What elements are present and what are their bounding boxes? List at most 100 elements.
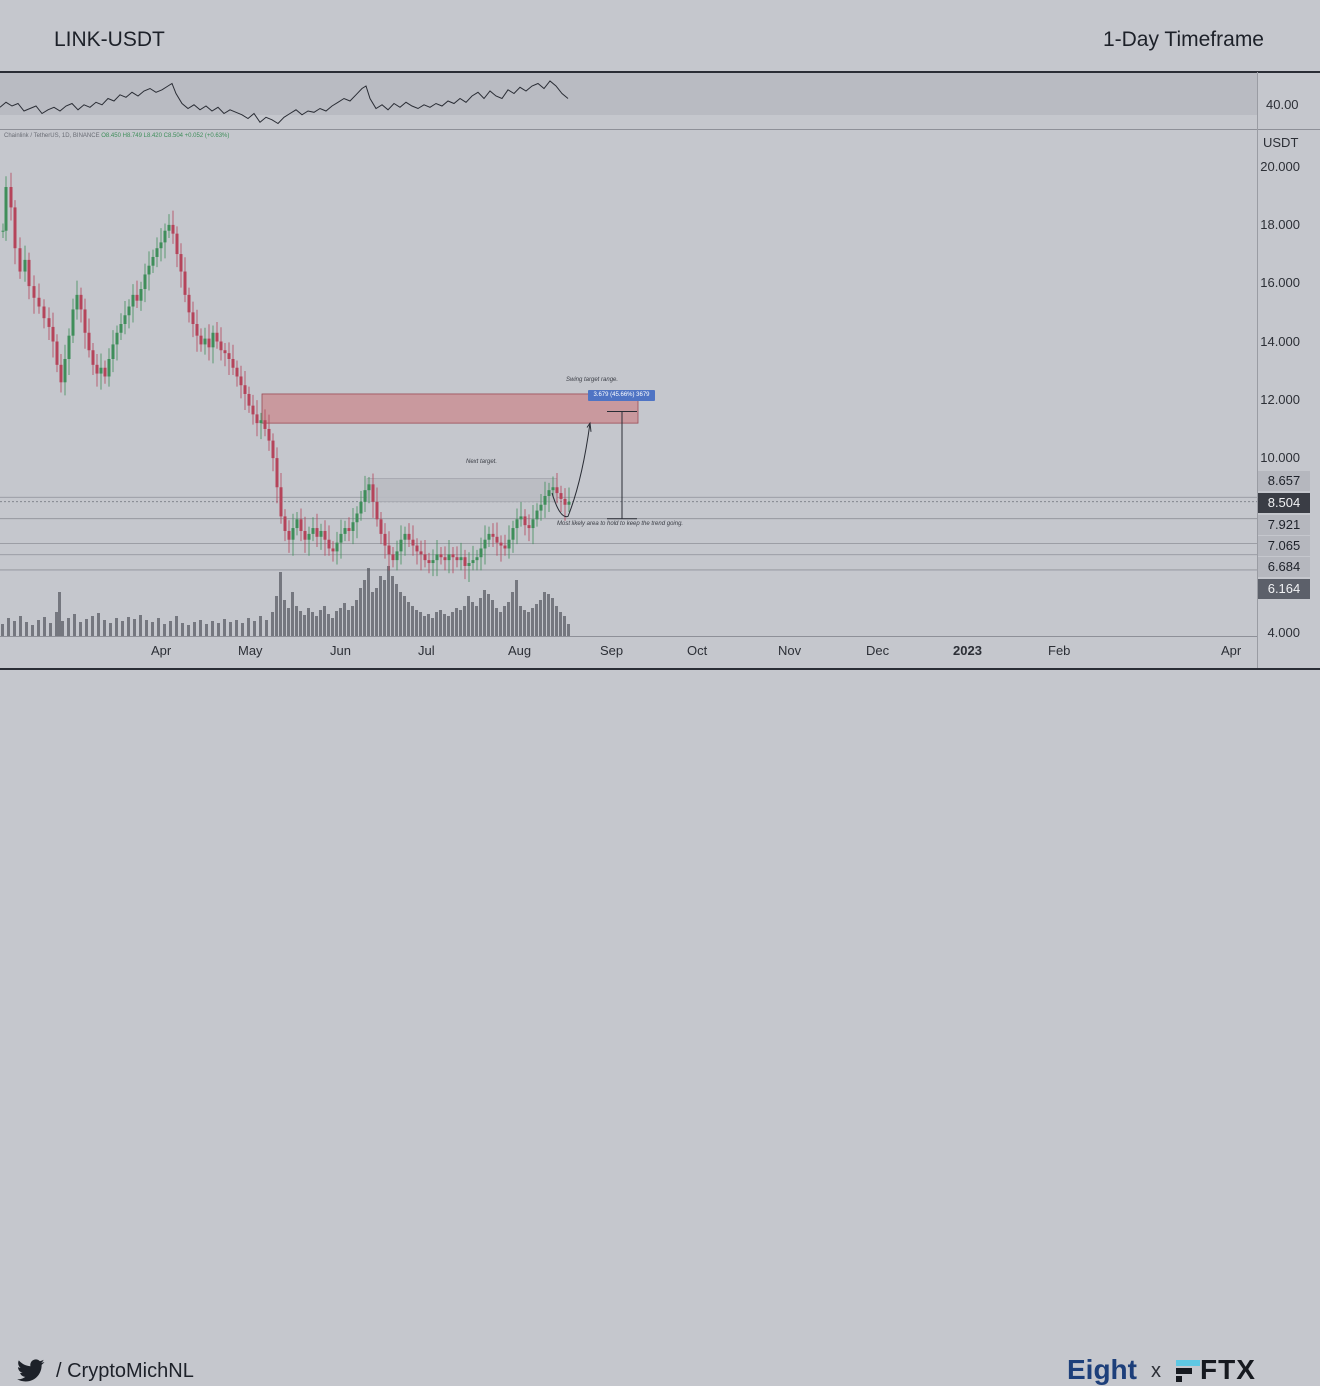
volume-bar	[491, 600, 494, 636]
candle-body	[9, 187, 13, 208]
volume-bar	[383, 580, 386, 636]
candle-body	[403, 533, 407, 540]
candle-body	[395, 551, 399, 561]
volume-bar	[519, 606, 522, 636]
volume-bar	[139, 615, 142, 636]
brand-eight-logo: Eight	[1067, 1354, 1137, 1385]
volume-bar	[379, 576, 382, 636]
volume-bar	[49, 623, 52, 636]
time-tick-label: Oct	[687, 643, 708, 658]
candle-body	[311, 528, 315, 534]
candle-body	[151, 256, 155, 266]
candle-body	[415, 545, 419, 552]
ftx-logo-icon	[1176, 1360, 1200, 1382]
candle-body	[131, 294, 135, 307]
volume-bar	[133, 619, 136, 636]
next-target-zone	[366, 478, 558, 503]
candle-body	[32, 286, 36, 298]
candle-body	[363, 490, 367, 502]
candle-body	[99, 367, 103, 374]
candle-body	[547, 490, 551, 496]
candle-body	[95, 364, 99, 374]
volume-bar	[187, 625, 190, 636]
candle-body	[367, 484, 371, 491]
candle-body	[379, 519, 383, 534]
candle-body	[203, 338, 207, 345]
candle-body	[235, 367, 239, 377]
candle-body	[475, 557, 479, 561]
price-tick-label: 10.000	[1260, 450, 1300, 466]
volume-bar	[507, 602, 510, 636]
time-tick-label: Dec	[866, 643, 890, 658]
candle-body	[443, 557, 447, 561]
candle-body	[18, 248, 22, 272]
footer-bar: / CryptoMichNL Eight x FTX	[0, 670, 1320, 1385]
volume-bar	[199, 620, 202, 636]
candle-body	[511, 528, 515, 540]
time-tick-label: Jun	[330, 643, 351, 658]
volume-bar	[343, 603, 346, 636]
legend-ohlc: O8.450 H8.749 L8.420 C8.504 +0.052 (+0.6…	[101, 133, 230, 139]
volume-bar	[499, 612, 502, 636]
volume-bar	[181, 623, 184, 636]
candle-body	[79, 294, 83, 310]
timeframe-label: 1-Day Timeframe	[1102, 28, 1264, 51]
volume-bar	[259, 616, 262, 636]
candle-body	[271, 440, 275, 459]
candle-body	[539, 504, 543, 511]
candle-body	[171, 224, 175, 234]
candle-body	[499, 542, 503, 546]
volume-bar	[355, 600, 358, 636]
candle-body	[259, 420, 263, 424]
volume-bar	[205, 624, 208, 636]
volume-bar	[399, 592, 402, 636]
candle-body	[307, 533, 311, 540]
candle-body	[191, 312, 195, 325]
rsi-level-label: 40.00	[1266, 97, 1299, 112]
candle-body	[527, 525, 531, 529]
volume-bar	[1, 624, 4, 636]
time-tick-label: Nov	[778, 643, 802, 658]
volume-bar	[13, 621, 16, 636]
price-tick-label: 20.000	[1260, 158, 1300, 174]
volume-bar	[419, 612, 422, 636]
candle-body	[219, 341, 223, 351]
volume-bar	[37, 620, 40, 636]
price-chart[interactable]	[0, 130, 1257, 637]
candle-body	[199, 335, 203, 345]
volume-bar	[479, 598, 482, 636]
brand-separator: x	[1151, 1360, 1161, 1382]
candle-body	[251, 405, 255, 415]
volume-bar	[145, 620, 148, 636]
price-tag: 6.684	[1258, 557, 1310, 577]
candle-body	[63, 358, 67, 383]
candle-body	[175, 233, 179, 255]
candle-body	[467, 563, 471, 566]
candle-body	[419, 551, 423, 555]
candle-body	[323, 530, 327, 540]
volume-bar	[411, 606, 414, 636]
candle-body	[291, 528, 295, 540]
candle-body	[463, 557, 467, 566]
volume-bar	[315, 616, 318, 636]
volume-bar	[347, 610, 350, 636]
candle-body	[1, 230, 5, 232]
volume-bar	[299, 611, 302, 636]
candle-body	[411, 539, 415, 546]
candle-body	[431, 560, 435, 564]
candle-body	[375, 501, 379, 520]
price-tick-label: 18.000	[1260, 216, 1300, 232]
annotation-hold-area: Most likely area to hold to keep the tre…	[557, 521, 684, 527]
legend-symbol: Chainlink / TetherUS, 1D, BINANCE	[4, 133, 100, 139]
candle-body	[355, 513, 359, 523]
price-tag: 7.065	[1258, 536, 1310, 556]
volume-bar	[487, 594, 490, 636]
volume-bar	[247, 618, 250, 636]
volume-bar	[73, 614, 76, 636]
time-axis-line	[0, 636, 1257, 637]
time-tick-label: May	[238, 643, 263, 658]
volume-bar	[235, 620, 238, 636]
header-bar: LINK-USDT 1-Day Timeframe	[0, 0, 1320, 72]
candle-body	[447, 554, 451, 561]
volume-bar	[307, 608, 310, 636]
